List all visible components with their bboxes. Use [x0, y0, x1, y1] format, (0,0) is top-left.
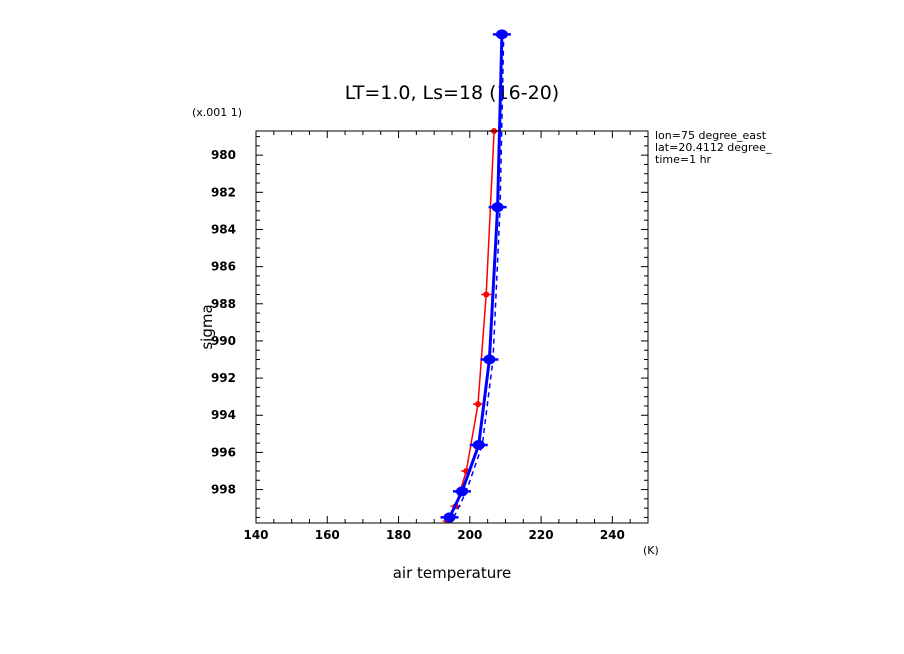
y-tick-label: 994 — [211, 408, 236, 422]
x-axis: 140 160 180 200 220 240 — [243, 131, 649, 542]
x-tick-label: 140 — [243, 528, 268, 542]
y-tick-label: 996 — [211, 445, 236, 459]
info-line: lon=75 degree_east — [655, 129, 767, 142]
x-units-label: (K) — [643, 544, 659, 557]
y-scale-label: (x.001 1) — [192, 106, 242, 119]
y-tick-label: 980 — [211, 148, 236, 162]
x-tick-label: 180 — [386, 528, 411, 542]
y-tick-label: 998 — [211, 483, 236, 497]
y-axis-label: sigma — [198, 304, 216, 349]
y-tick-label: 986 — [211, 260, 236, 274]
x-tick-label: 220 — [529, 528, 554, 542]
y-tick-label: 988 — [211, 297, 236, 311]
x-axis-label: air temperature — [393, 564, 512, 582]
x-tick-label: 200 — [457, 528, 482, 542]
info-line: time=1 hr — [655, 153, 712, 166]
y-tick-label: 984 — [211, 222, 236, 236]
y-tick-label: 990 — [211, 334, 236, 348]
y-tick-label: 992 — [211, 371, 236, 385]
info-line: lat=20.4112 degree_ — [655, 141, 772, 154]
y-axis: 980 982 984 986 988 990 992 994 996 998 — [211, 136, 648, 518]
y-tick-label: 982 — [211, 185, 236, 199]
x-tick-label: 160 — [315, 528, 340, 542]
series-line — [453, 34, 505, 518]
plot-frame — [255, 130, 649, 524]
x-tick-label: 240 — [600, 528, 625, 542]
chart-title: LT=1.0, Ls=18 (16-20) — [345, 82, 559, 104]
